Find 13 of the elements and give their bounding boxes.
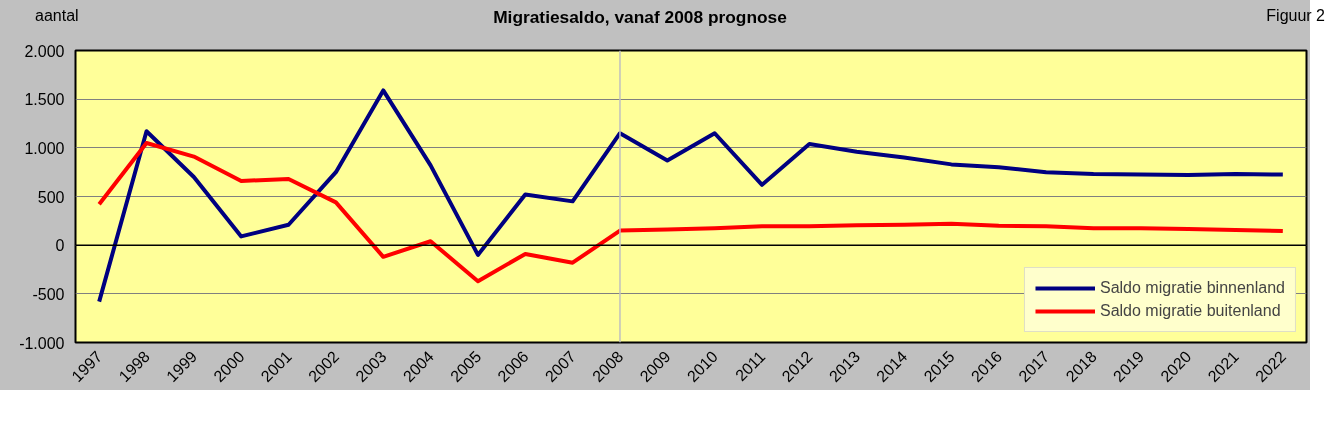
y-tick-label: 1.000: [24, 139, 65, 157]
y-tick-label: -500: [32, 285, 65, 303]
y-tick-label: 2.000: [24, 42, 65, 60]
y-tick-label: 1.500: [24, 91, 65, 109]
y-tick-label: 500: [37, 188, 65, 206]
chart-title: Migratiesaldo, vanaf 2008 prognose: [493, 6, 787, 29]
text: Figuur 2: [1266, 6, 1325, 26]
line-series: [97, 88, 1285, 304]
y-tick-label: 0: [55, 237, 65, 255]
y-axis-title: aantal: [35, 6, 79, 26]
legend-label: Saldo migratie buitenland: [1099, 302, 1281, 320]
legend-label: Saldo migratie binnenland: [1099, 279, 1285, 297]
y-tick-label: -1.000: [19, 334, 65, 352]
